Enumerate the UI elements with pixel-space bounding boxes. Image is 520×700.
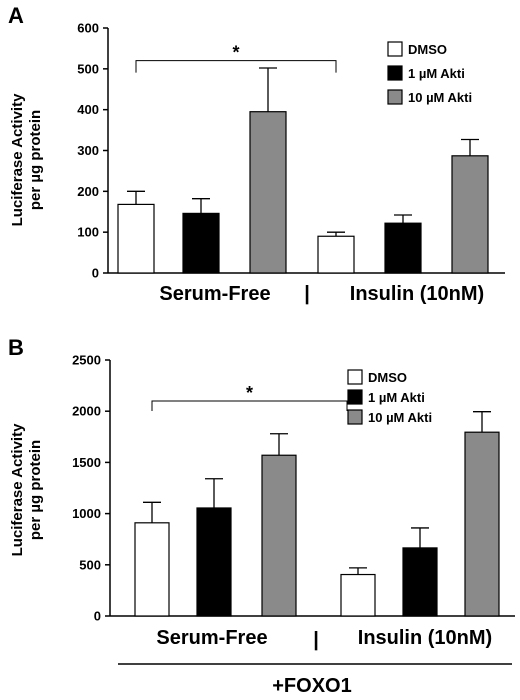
legend-swatch: [387, 41, 403, 57]
legend-label: 10 µM Akti: [368, 410, 432, 425]
panel-a-group-insulin: Insulin (10nM): [350, 283, 484, 305]
panel-b-bars: [134, 411, 500, 617]
significance-bracket: [135, 60, 337, 73]
bar: [249, 111, 287, 274]
bar: [261, 454, 297, 617]
y-tick-label: 0: [92, 266, 99, 281]
y-tick-label: 600: [77, 21, 99, 36]
y-tick-label: 500: [79, 557, 101, 572]
y-tick-label: 2000: [72, 404, 101, 419]
y-tick-label: 200: [77, 184, 99, 199]
panel-b: B Luciferase Activity per µg protein 0 50…: [8, 335, 515, 697]
panel-a-legend: DMSO 1 µM Akti 10 µM Akti: [387, 41, 472, 105]
bar: [134, 522, 170, 617]
legend-swatch: [387, 65, 403, 81]
y-tick-label: 0: [94, 609, 101, 624]
bar: [182, 212, 220, 274]
legend-swatch: [347, 389, 363, 405]
panel-b-group-serum-free: Serum-Free: [156, 627, 267, 649]
bar: [451, 155, 489, 274]
bar: [196, 507, 232, 617]
y-tick-label: 500: [77, 61, 99, 76]
legend-label: DMSO: [368, 370, 407, 385]
legend-label: DMSO: [408, 42, 447, 57]
panel-b-significance: *: [151, 383, 348, 411]
panel-b-group-insulin: Insulin (10nM): [358, 627, 492, 649]
y-tick-label: 400: [77, 102, 99, 117]
significance-label: *: [232, 43, 239, 63]
significance-bracket: [151, 400, 348, 411]
legend-label: 1 µM Akti: [368, 390, 425, 405]
legend-swatch: [347, 369, 363, 385]
bar: [464, 431, 500, 617]
panel-a-label: A: [8, 3, 24, 28]
panel-b-group-divider: |: [313, 629, 319, 651]
bar: [117, 203, 155, 274]
panel-b-ylabel-line1: Luciferase Activity: [9, 423, 26, 556]
panel-a-group-serum-free: Serum-Free: [159, 283, 270, 305]
panel-a: A Luciferase Activity per µg protein 0 10…: [8, 3, 505, 305]
panel-b-ylabel-line2: per µg protein: [27, 440, 44, 540]
panel-b-label: B: [8, 335, 24, 360]
panel-a-ylabel-line2: per µg protein: [27, 110, 44, 210]
bar: [384, 222, 422, 274]
y-tick-label: 100: [77, 225, 99, 240]
panel-a-ticks: 0 100 200 300 400 500 600: [77, 21, 108, 281]
bar: [340, 573, 376, 617]
y-tick-label: 1000: [72, 506, 101, 521]
y-tick-label: 2500: [72, 353, 101, 368]
panel-a-group-divider: |: [304, 283, 310, 305]
legend-label: 1 µM Akti: [408, 66, 465, 81]
bar: [402, 547, 438, 617]
bar: [317, 235, 355, 274]
legend-label: 10 µM Akti: [408, 90, 472, 105]
panel-b-ticks: 0 500 1000 1500 2000 2500: [72, 353, 110, 624]
panel-b-legend: DMSO 1 µM Akti 10 µM Akti: [347, 369, 432, 425]
panel-b-footer-label: +FOXO1: [272, 675, 351, 697]
y-tick-label: 1500: [72, 455, 101, 470]
legend-swatch: [387, 89, 403, 105]
panel-a-significance: *: [135, 43, 337, 73]
y-tick-label: 300: [77, 143, 99, 158]
panel-a-bars: [117, 67, 489, 274]
significance-label: *: [246, 383, 253, 403]
legend-swatch: [347, 409, 363, 425]
panel-a-ylabel-line1: Luciferase Activity: [9, 93, 26, 226]
